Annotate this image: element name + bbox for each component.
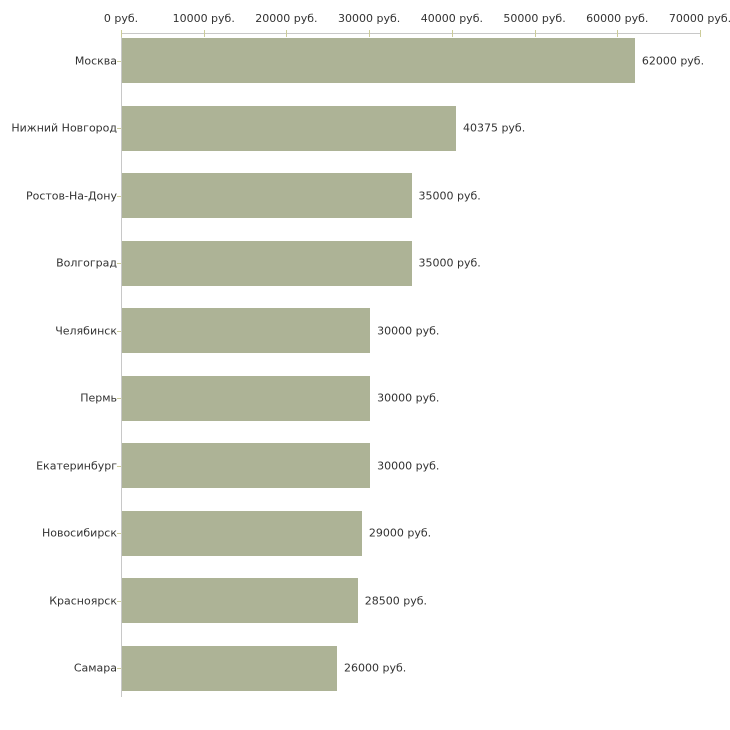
x-tick-mark: [203, 30, 205, 37]
x-tick-label: 50000 руб.: [503, 12, 566, 25]
category-label: Самара: [73, 661, 117, 675]
bar: [122, 578, 358, 623]
category-label: Нижний Новгород: [11, 121, 117, 135]
category-label: Москва: [74, 54, 117, 67]
value-label: 30000 руб.: [377, 324, 440, 337]
row-tick-mark: [117, 330, 121, 332]
category-label: Пермь: [80, 391, 117, 405]
x-tick-mark: [369, 30, 371, 37]
row-tick-mark: [117, 60, 121, 62]
x-tick-label: 0 руб.: [103, 12, 139, 25]
bar: [122, 38, 635, 83]
x-tick-label: 20000 руб.: [255, 12, 318, 25]
row-tick-mark: [117, 600, 121, 602]
row-tick-mark: [117, 398, 121, 399]
row-tick-mark: [117, 668, 121, 669]
row-tick-mark: [117, 128, 121, 129]
category-label: Екатеринбург: [36, 459, 117, 472]
value-label: 30000 руб.: [377, 391, 440, 405]
bar: [122, 240, 412, 286]
bar: [122, 308, 371, 353]
bar: [122, 105, 456, 151]
category-label: Ростов-На-Дону: [25, 189, 117, 202]
category-label: Красноярск: [49, 594, 117, 607]
x-axis-line: [121, 33, 700, 34]
x-tick-mark: [286, 30, 288, 37]
value-label: 62000 руб.: [641, 54, 705, 67]
x-tick-label: 10000 руб.: [172, 12, 235, 25]
value-label: 28500 руб.: [364, 594, 427, 607]
x-tick-label: 30000 руб.: [338, 12, 401, 25]
y-axis-line: [121, 33, 122, 697]
value-label: 35000 руб.: [418, 189, 481, 202]
category-label: Новосибирск: [41, 526, 117, 540]
bar: [122, 510, 362, 556]
x-tick-label: 60000 руб.: [586, 12, 649, 25]
bar: [122, 645, 338, 691]
value-label: 29000 руб.: [368, 526, 432, 540]
value-label: 30000 руб.: [377, 459, 440, 472]
x-tick-mark: [121, 30, 122, 37]
row-tick-mark: [117, 263, 121, 264]
row-tick-mark: [117, 533, 121, 534]
x-tick-mark: [700, 30, 701, 37]
bar: [122, 375, 371, 421]
bar: [122, 443, 371, 488]
value-label: 26000 руб.: [344, 661, 407, 675]
x-tick-mark: [617, 30, 619, 37]
row-tick-mark: [117, 195, 121, 197]
value-label: 40375 руб.: [462, 121, 526, 135]
x-tick-label: 40000 руб.: [420, 12, 483, 25]
row-tick-mark: [117, 465, 121, 467]
category-label: Челябинск: [55, 324, 117, 337]
x-tick-mark: [534, 30, 536, 37]
value-label: 35000 руб.: [418, 256, 481, 270]
x-tick-mark: [451, 30, 453, 37]
bar: [122, 173, 412, 218]
category-label: Волгоград: [56, 256, 117, 270]
x-tick-label: 70000 руб.: [668, 12, 730, 25]
